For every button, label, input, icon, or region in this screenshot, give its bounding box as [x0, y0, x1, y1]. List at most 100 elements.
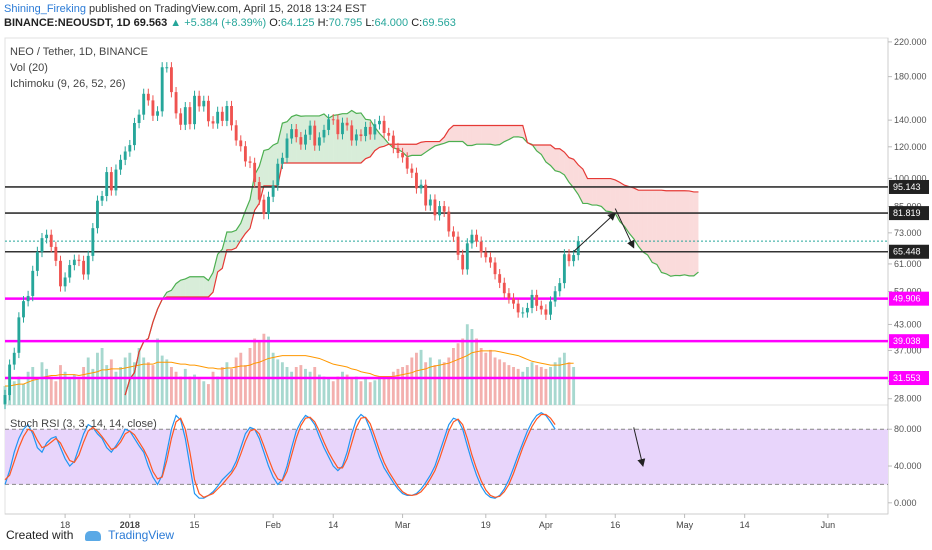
level-badge: [889, 179, 929, 194]
candle: [128, 145, 132, 152]
volume-bar: [493, 357, 497, 405]
candle: [299, 137, 303, 145]
price-tick-label: 120.000: [894, 142, 927, 152]
candle: [313, 125, 317, 146]
volume-bar: [77, 379, 81, 405]
ichimoku-cloud: [481, 125, 486, 145]
candle: [96, 200, 99, 229]
volume-bar: [137, 348, 141, 405]
candle: [327, 119, 331, 130]
price-tick-label: 43.000: [894, 319, 922, 329]
ichimoku-cloud: [351, 110, 357, 163]
candle: [142, 93, 146, 115]
legend-ichimoku: Ichimoku (9, 26, 52, 26): [10, 78, 126, 90]
volume-bar: [202, 381, 206, 405]
volume-bar: [410, 357, 414, 405]
ichimoku-cloud: [458, 125, 463, 142]
candle: [294, 129, 298, 138]
candle: [253, 162, 257, 183]
candle: [3, 395, 7, 404]
symbol-label: BINANCE:NEOUSDT, 1D: [4, 17, 131, 29]
author-link[interactable]: Shining_Fireking: [4, 3, 86, 15]
volume-bar: [100, 348, 104, 405]
volume-bar: [428, 357, 432, 405]
ichimoku-cloud: [490, 125, 496, 146]
level-badge: [889, 371, 929, 386]
volume-bar: [442, 362, 446, 405]
candle: [197, 95, 201, 107]
candle: [206, 100, 210, 122]
volume-bar: [151, 365, 155, 405]
candle: [415, 172, 418, 189]
ichimoku-cloud: [508, 125, 514, 140]
volume-bar: [345, 374, 349, 405]
volume-bar: [31, 367, 35, 405]
volume-bar: [507, 365, 511, 405]
ichimoku-cloud: [453, 125, 459, 142]
candle: [22, 301, 25, 318]
candle: [405, 157, 409, 169]
price-tick-label: 220.000: [894, 37, 927, 47]
candle: [49, 234, 53, 247]
volume-bar: [322, 376, 326, 405]
candle: [539, 305, 543, 310]
candle: [169, 67, 173, 93]
candle: [447, 211, 451, 232]
ichimoku-cloud: [499, 125, 505, 145]
candle: [507, 293, 511, 299]
volume-bar: [40, 362, 44, 405]
ichimoku-cloud: [213, 254, 218, 293]
candle: [276, 163, 280, 186]
volume-bar: [438, 359, 441, 405]
ichimoku-cloud: [541, 145, 546, 162]
ichimoku-cloud: [666, 190, 671, 277]
ichimoku-cloud: [379, 133, 385, 148]
candle: [502, 282, 506, 294]
candle: [243, 146, 247, 162]
price-tick-label: 28.000: [894, 394, 922, 404]
tradingview-link[interactable]: TradingView: [108, 528, 175, 542]
volume-bar: [123, 357, 127, 405]
volume-bar: [461, 338, 465, 405]
ichimoku-cloud: [176, 280, 181, 297]
candle: [387, 132, 391, 136]
ichimoku-cloud: [250, 174, 255, 229]
ichimoku-cloud: [495, 125, 500, 146]
candle: [234, 125, 238, 141]
candle: [433, 199, 437, 216]
candle: [567, 254, 571, 262]
senkou-span-b: [124, 124, 699, 396]
candle: [341, 122, 344, 135]
open-value: 64.125: [280, 17, 315, 29]
low-label: L:: [365, 17, 375, 29]
candle: [165, 67, 169, 69]
time-tick-label: 16: [610, 520, 620, 530]
volume-bar: [475, 338, 478, 405]
candle: [562, 254, 566, 284]
level-label: 39.038: [893, 336, 921, 346]
ichimoku-cloud: [689, 190, 694, 276]
ichimoku-cloud: [504, 125, 509, 142]
volume-bar: [308, 371, 312, 405]
volume-ma-line: [5, 350, 574, 387]
ichimoku-cloud: [203, 276, 209, 297]
candle: [373, 124, 377, 135]
volume-bar: [68, 378, 72, 405]
ichimoku-cloud: [416, 142, 422, 156]
volume-bar: [304, 368, 307, 405]
volume-bar: [114, 371, 118, 405]
level-label: 81.819: [893, 208, 921, 218]
volume-bar: [359, 381, 363, 405]
volume-bar: [35, 378, 39, 405]
ichimoku-cloud: [619, 182, 625, 227]
volume-bar: [262, 333, 266, 405]
ichimoku-cloud: [624, 185, 630, 234]
volume-bar: [257, 340, 261, 405]
candle: [428, 199, 432, 206]
ichimoku-cloud: [180, 278, 186, 297]
candle: [498, 274, 502, 283]
ichimoku-cloud: [296, 114, 301, 163]
stoch-k-line: [4, 411, 556, 499]
volume-bar: [105, 365, 109, 405]
